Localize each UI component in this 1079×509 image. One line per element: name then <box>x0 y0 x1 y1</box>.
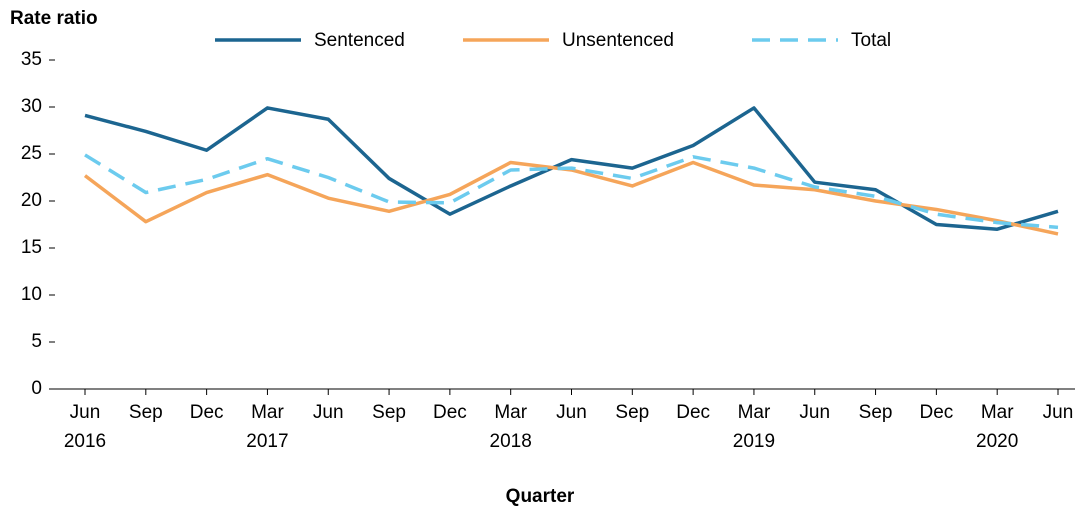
x-tick-label: Sep <box>615 402 650 423</box>
y-tick-label: 30 <box>21 96 42 117</box>
legend-label: Sentenced <box>314 30 405 51</box>
y-tick-label: 25 <box>21 143 42 164</box>
x-tick-label: Mar 2020 <box>976 402 1019 452</box>
x-tick-label: Jun <box>799 402 831 423</box>
y-tick-label: 5 <box>31 331 42 352</box>
y-axis-title: Rate ratio <box>10 8 98 29</box>
x-tick-label: Mar 2018 <box>489 402 532 452</box>
x-tick-label: Mar 2017 <box>246 402 289 452</box>
x-tick-label: Jun 2016 <box>63 402 107 452</box>
x-tick-label: Dec <box>432 402 467 423</box>
series-line <box>84 153 1059 230</box>
x-tick-label: Dec <box>919 402 954 423</box>
x-tick-label: Sep <box>858 402 893 423</box>
y-tick-label: 10 <box>21 284 42 305</box>
x-tick-label: Sep <box>372 402 406 423</box>
x-tick-label: Jun <box>312 402 344 423</box>
x-tick-label: Jun <box>556 402 587 423</box>
y-tick-label: 15 <box>21 237 42 258</box>
x-axis-title: Quarter <box>506 486 575 507</box>
legend-label: Unsentenced <box>562 30 674 51</box>
x-tick-label: Sep <box>128 402 163 423</box>
x-tick-label: Dec <box>676 402 711 423</box>
legend-label: Total <box>851 30 891 51</box>
x-tick-label: Mar 2019 <box>732 402 776 452</box>
x-tick-label: Jun <box>1042 402 1074 423</box>
y-tick-label: 20 <box>21 190 42 211</box>
series-line <box>83 160 1059 236</box>
x-tick-label: Dec <box>189 402 224 423</box>
y-tick-label: 0 <box>31 378 42 399</box>
y-tick-label: 35 <box>21 49 42 70</box>
